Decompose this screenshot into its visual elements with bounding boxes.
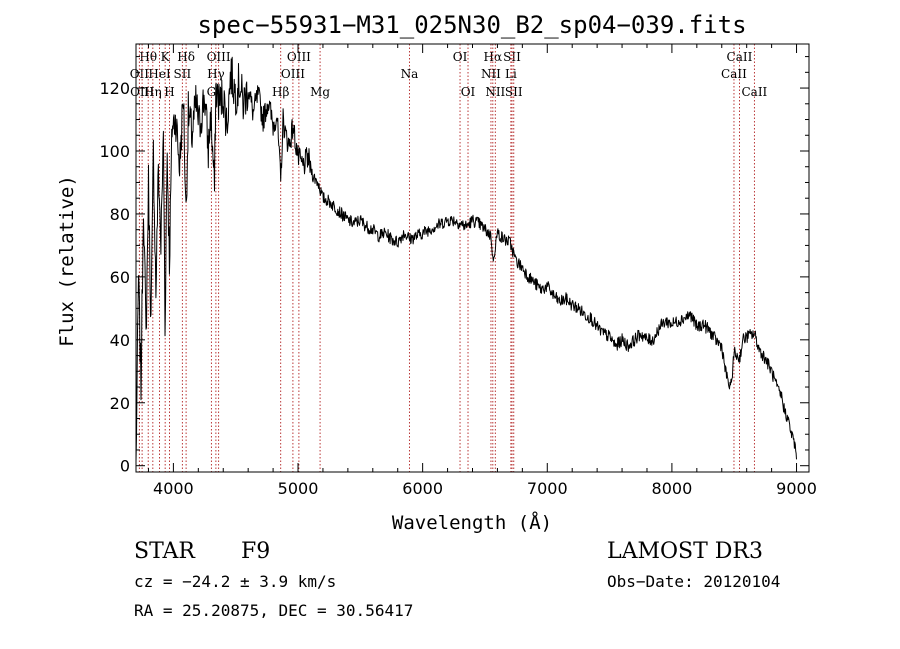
spectrum-line <box>135 56 797 462</box>
x-tick-label-4: 8000 <box>652 479 693 498</box>
obs-date: Obs−Date: 20120104 <box>607 572 781 591</box>
survey-name: LAMOST DR3 <box>607 539 763 564</box>
x-tick-label-2: 6000 <box>402 479 443 498</box>
redshift-cz: cz = −24.2 ± 3.9 km/s <box>134 572 337 591</box>
line-marker-label-22: SII <box>503 50 521 64</box>
x-tick-label-3: 7000 <box>527 479 568 498</box>
x-tick-label-0: 4000 <box>153 479 194 498</box>
y-tick-label-2: 40 <box>110 331 130 350</box>
line-marker-label-9: OIII <box>207 50 231 64</box>
y-tick-label-6: 120 <box>99 79 130 98</box>
line-marker-label-1: OII <box>130 67 150 81</box>
line-marker-label-5: Hη <box>144 85 162 99</box>
y-tick-label-5: 100 <box>99 142 130 161</box>
line-marker-label-21: NII <box>485 85 505 99</box>
y-tick-label-1: 20 <box>110 394 130 413</box>
line-marker-label-13: OIII <box>281 67 305 81</box>
line-marker-label-23: Li <box>505 67 517 81</box>
y-tick-label-4: 80 <box>110 205 130 224</box>
chart-title: spec−55931−M31_025N30_B2_sp04−039.fits <box>197 11 746 39</box>
line-marker-label-27: CaII <box>741 85 767 99</box>
object-type: STAR <box>134 539 195 564</box>
line-marker-label-26: CaII <box>721 67 747 81</box>
line-marker-label-19: Hα <box>484 50 503 64</box>
line-marker-label-6: Hδ <box>177 50 195 64</box>
spectrum-series <box>135 56 797 462</box>
line-marker-label-8: H <box>164 85 174 99</box>
line-marker-label-24: SII <box>505 85 523 99</box>
line-marker-label-20: NII <box>481 67 501 81</box>
spectral-subclass: F9 <box>241 539 271 564</box>
line-marker-label-4: HeI <box>148 67 171 81</box>
line-marker-label-10: Hγ <box>207 67 225 81</box>
x-axis-label: Wavelength (Å) <box>392 511 552 534</box>
line-marker-label-7: SII <box>174 67 192 81</box>
y-axis-label: Flux (relative) <box>56 175 78 347</box>
axis-ticks: 4000 5000 6000 7000 8000 9000 0 20 40 60 80 100 120 <box>99 44 817 498</box>
line-marker-label-14: Hβ <box>272 85 289 99</box>
y-tick-label-3: 60 <box>110 268 130 287</box>
y-tick-label-0: 0 <box>120 457 130 476</box>
coordinates: RA = 25.20875, DEC = 30.56417 <box>134 601 414 620</box>
x-tick-label-5: 9000 <box>776 479 817 498</box>
line-marker-label-16: Na <box>401 67 419 81</box>
line-marker-label-11: G <box>207 85 217 99</box>
line-marker-label-3: K <box>161 50 171 64</box>
line-marker-label-0: Hθ <box>139 50 157 64</box>
line-marker-label-12: OIII <box>287 50 311 64</box>
line-marker-label-18: OI <box>461 85 476 99</box>
line-marker-label-25: CaII <box>727 50 753 64</box>
line-marker-label-17: OI <box>453 50 468 64</box>
line-marker-label-15: Mg <box>310 85 330 99</box>
x-tick-label-1: 5000 <box>278 479 319 498</box>
